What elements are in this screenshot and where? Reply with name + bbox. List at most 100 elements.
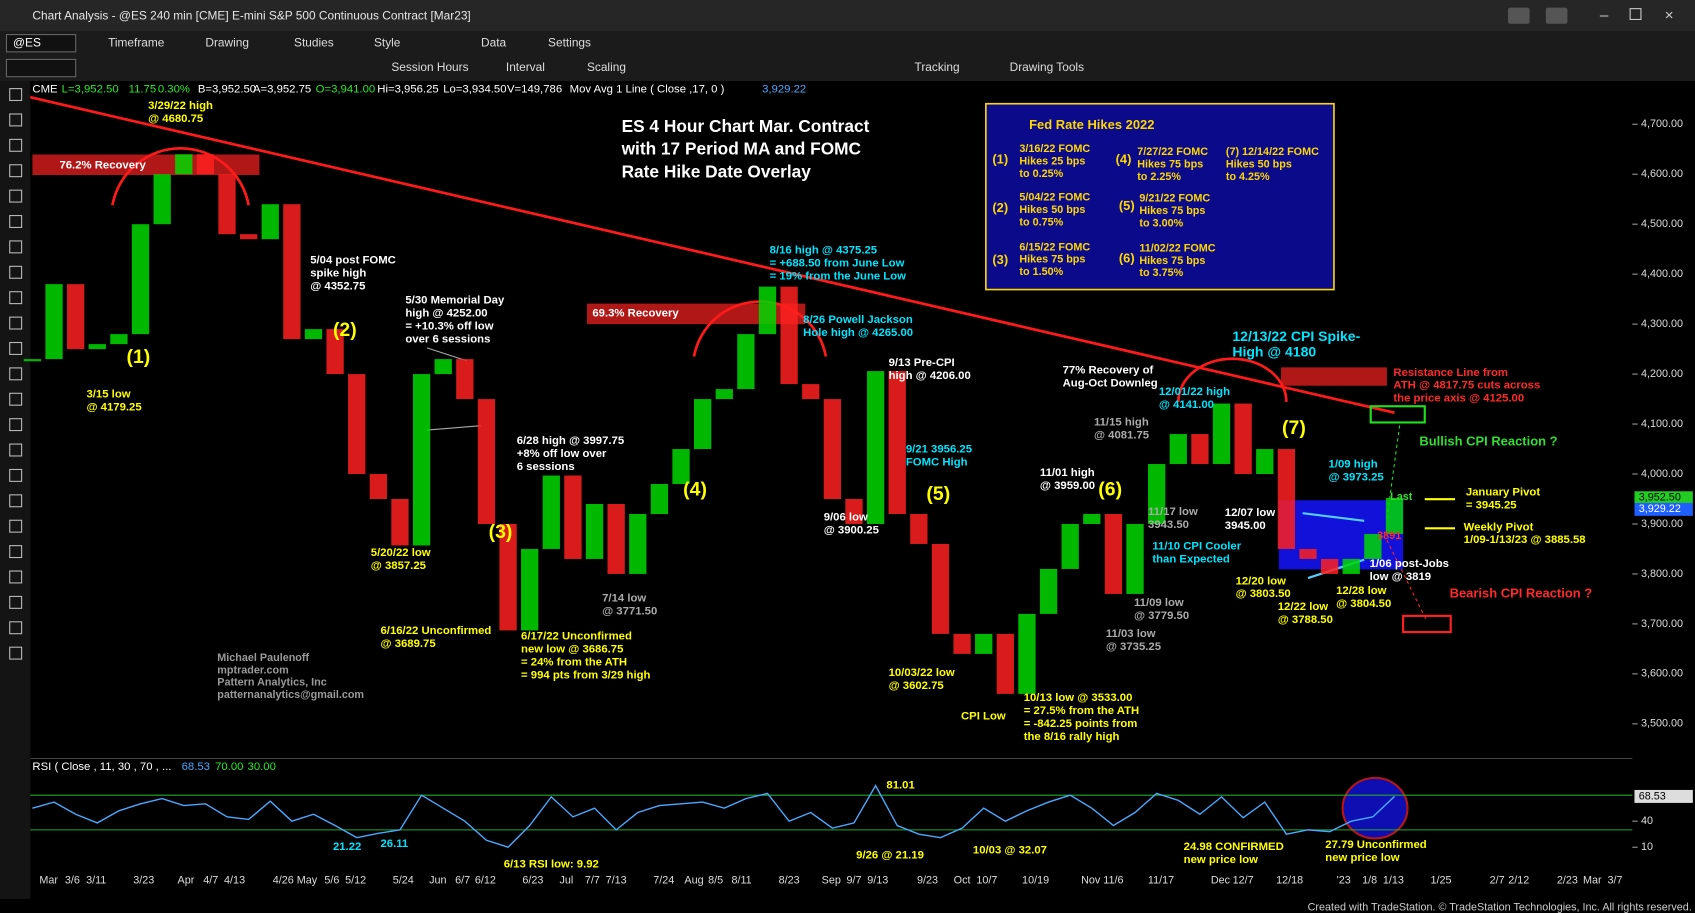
tool-icon[interactable] [9, 494, 23, 508]
fed-item-line: Hikes 25 bps [1019, 155, 1085, 167]
symbol-box[interactable] [5, 34, 77, 53]
price-bar [131, 224, 150, 335]
chart-title: with 17 Period MA and FOMC [621, 139, 861, 159]
annotation: 21.22 [333, 841, 361, 853]
annotation: Pattern Analytics, Inc [217, 677, 326, 689]
toolbar-button[interactable]: Settings [548, 35, 591, 49]
bullish-target [1369, 405, 1426, 424]
x-tick-label: 1/13 [1383, 874, 1404, 886]
annotation: 26.11 [381, 838, 409, 850]
x-tick-label: Nov [1081, 874, 1101, 886]
price-bar [737, 334, 755, 390]
window-button[interactable] [1545, 7, 1568, 24]
annotation: @ 4179.25 [86, 401, 141, 413]
toolbar-button[interactable]: Scaling [587, 60, 626, 74]
annotation: low @ 3819 [1370, 571, 1431, 583]
toolbar-button[interactable]: Studies [294, 35, 334, 49]
x-tick-label: 4/7 [203, 874, 218, 886]
tool-icon[interactable] [9, 570, 23, 584]
price-bar [1299, 548, 1317, 559]
fed-item-line: Hikes 75 bps [1019, 254, 1085, 266]
annotation: 3/29/22 high [148, 100, 213, 112]
tool-icon[interactable] [9, 443, 23, 457]
annotation: = +688.50 from June Low [770, 258, 905, 270]
tool-icon[interactable] [9, 113, 23, 127]
annotation: 12/07 low [1225, 507, 1276, 519]
tool-icon[interactable] [9, 215, 23, 228]
x-tick-label: 12/7 [1233, 874, 1254, 886]
price-bar [477, 399, 496, 524]
minimize[interactable]: – [1600, 7, 1609, 24]
price-bar [88, 344, 106, 350]
toolbar-button[interactable]: Session Hours [391, 60, 468, 74]
price-bar [110, 334, 128, 345]
tool-icon[interactable] [9, 291, 23, 305]
price-bar [175, 154, 193, 175]
tool-icon[interactable] [9, 88, 23, 102]
price-bar [823, 399, 842, 500]
symbol[interactable]: @ES [13, 35, 41, 49]
x-tick-label: 7/13 [606, 874, 627, 886]
header-field: A=3,952.75 [253, 84, 311, 96]
header-field: B=3,952.50 [198, 84, 256, 96]
tool-icon[interactable] [9, 138, 23, 152]
toolbar-button[interactable]: Drawing [205, 35, 249, 49]
annotation: spike high [310, 267, 366, 279]
annotation: (4) [683, 479, 707, 501]
y-tick-label: 3,800.00 [1641, 568, 1683, 580]
interval-box[interactable] [5, 58, 77, 78]
annotation: 3945.00 [1225, 520, 1266, 532]
toolbar-button[interactable]: Interval [506, 60, 545, 74]
annotation: 12/22 low [1278, 601, 1329, 613]
price-bar [866, 371, 885, 524]
annotation: = -842.25 points from [1024, 718, 1138, 730]
header-field: 3,929.22 [762, 84, 806, 96]
annotation: 9/26 @ 21.19 [856, 850, 924, 862]
tool-icon[interactable] [9, 367, 23, 381]
close[interactable]: × [1665, 7, 1674, 24]
toolbar-button[interactable]: Style [374, 35, 401, 49]
annotation: Bearish CPI Reaction ? [1450, 586, 1593, 601]
maximize[interactable] [1629, 8, 1642, 20]
tool-icon[interactable] [9, 392, 23, 406]
window-title: Chart Analysis - @ES 240 min [CME] E-min… [32, 8, 470, 22]
tool-icon[interactable] [9, 468, 23, 482]
price-bar [802, 384, 820, 400]
toolbar-button[interactable]: Timeframe [108, 35, 165, 49]
tool-icon[interactable] [9, 545, 23, 559]
price-bar [369, 474, 387, 500]
tool-icon[interactable] [9, 189, 23, 203]
x-tick-label: Aug [684, 874, 703, 886]
price-bar [758, 286, 777, 335]
tool-icon[interactable] [9, 341, 23, 355]
tool-icon[interactable] [9, 595, 23, 609]
annotation: Resistance Line from [1393, 367, 1508, 379]
toolbar-button[interactable]: Data [481, 35, 506, 49]
fed-box-title: Fed Rate Hikes 2022 [1029, 117, 1154, 132]
tool-strip [0, 81, 31, 899]
fed-item-number: (5) [1119, 198, 1135, 213]
annotation: 10/03/22 low [889, 667, 955, 679]
fed-item-number: (3) [992, 252, 1008, 267]
window-button[interactable] [1507, 7, 1530, 24]
channel-line [426, 425, 482, 431]
annotation: @ 3803.50 [1236, 588, 1291, 600]
tool-icon[interactable] [9, 621, 23, 635]
toolbar-button[interactable]: Tracking [915, 60, 960, 74]
x-tick-label: 7/24 [653, 874, 674, 886]
tool-icon[interactable] [9, 316, 23, 330]
x-tick-label: 1/25 [1430, 874, 1451, 886]
tool-icon[interactable] [9, 418, 23, 432]
tool-icon[interactable] [9, 164, 23, 178]
tool-icon[interactable] [9, 519, 23, 533]
price-bar [239, 234, 258, 240]
annotation: 3891 [1377, 530, 1401, 542]
tool-icon[interactable] [9, 240, 23, 254]
toolbar-button[interactable]: Drawing Tools [1010, 60, 1084, 74]
x-tick-label: 3/23 [133, 874, 154, 886]
x-tick-label: 8/5 [708, 874, 723, 886]
annotation: @ 3779.50 [1134, 610, 1189, 622]
fed-item-line: 5/04/22 FOMC [1019, 192, 1090, 204]
tool-icon[interactable] [9, 265, 23, 279]
tool-icon[interactable] [9, 646, 23, 660]
